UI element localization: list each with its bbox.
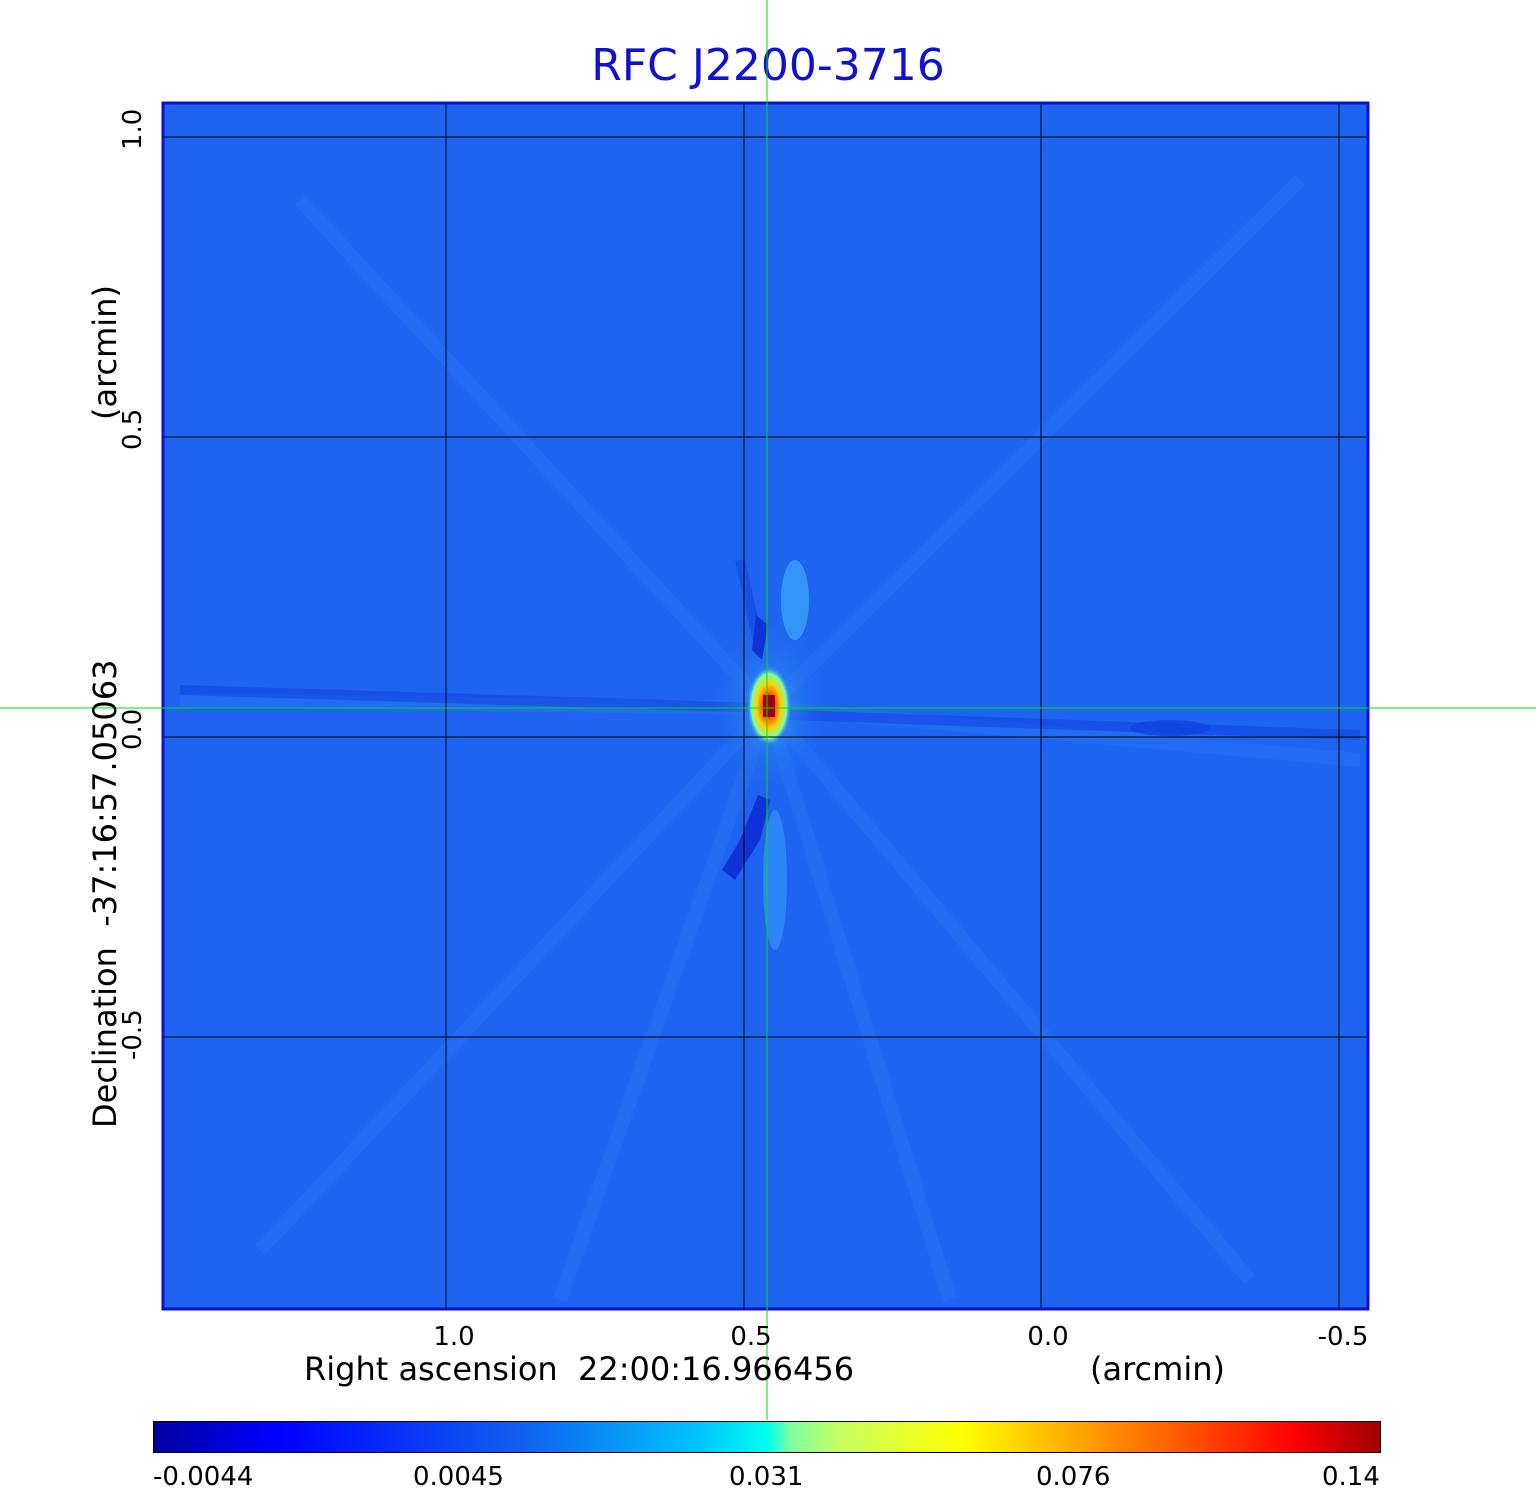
colorbar-tick-label: -0.0044 <box>153 1462 254 1492</box>
y-tick-label: 1.0 <box>118 108 148 150</box>
colorbar-tick-label: 0.031 <box>729 1462 804 1492</box>
plot-frame <box>161 101 1370 1311</box>
x-tick-label: 0.0 <box>1027 1322 1069 1352</box>
image-title: RFC J2200-3716 <box>591 40 945 91</box>
northern-dark-feature <box>752 615 768 660</box>
crosshair[interactable] <box>0 0 1536 1420</box>
colorbar-tick-label: 0.14 <box>1322 1462 1380 1492</box>
x-tick-label: 1.0 <box>433 1322 475 1352</box>
coordinate-grid <box>163 103 1368 1309</box>
eastern-dark-blob <box>1130 720 1210 736</box>
y-axis-label: Declination -37:16:57.05063 <box>86 659 124 1128</box>
radio-source-core <box>763 695 775 717</box>
northern-bright-feature <box>781 560 809 640</box>
x-tick-label: -0.5 <box>1317 1322 1369 1352</box>
colorbar-tick-label: 0.0045 <box>413 1462 504 1492</box>
x-tick-label: 0.5 <box>730 1322 772 1352</box>
colorbar[interactable] <box>153 1421 1381 1453</box>
y-axis-unit: (arcmin) <box>86 285 124 420</box>
x-axis-label: Right ascension 22:00:16.966456 <box>304 1350 855 1388</box>
colorbar-tick-label: 0.076 <box>1036 1462 1111 1492</box>
x-axis-unit: (arcmin) <box>1090 1350 1225 1388</box>
radio-map[interactable] <box>0 0 1536 1420</box>
southern-jet-feature <box>722 795 770 880</box>
southern-bright-feature <box>763 810 787 950</box>
